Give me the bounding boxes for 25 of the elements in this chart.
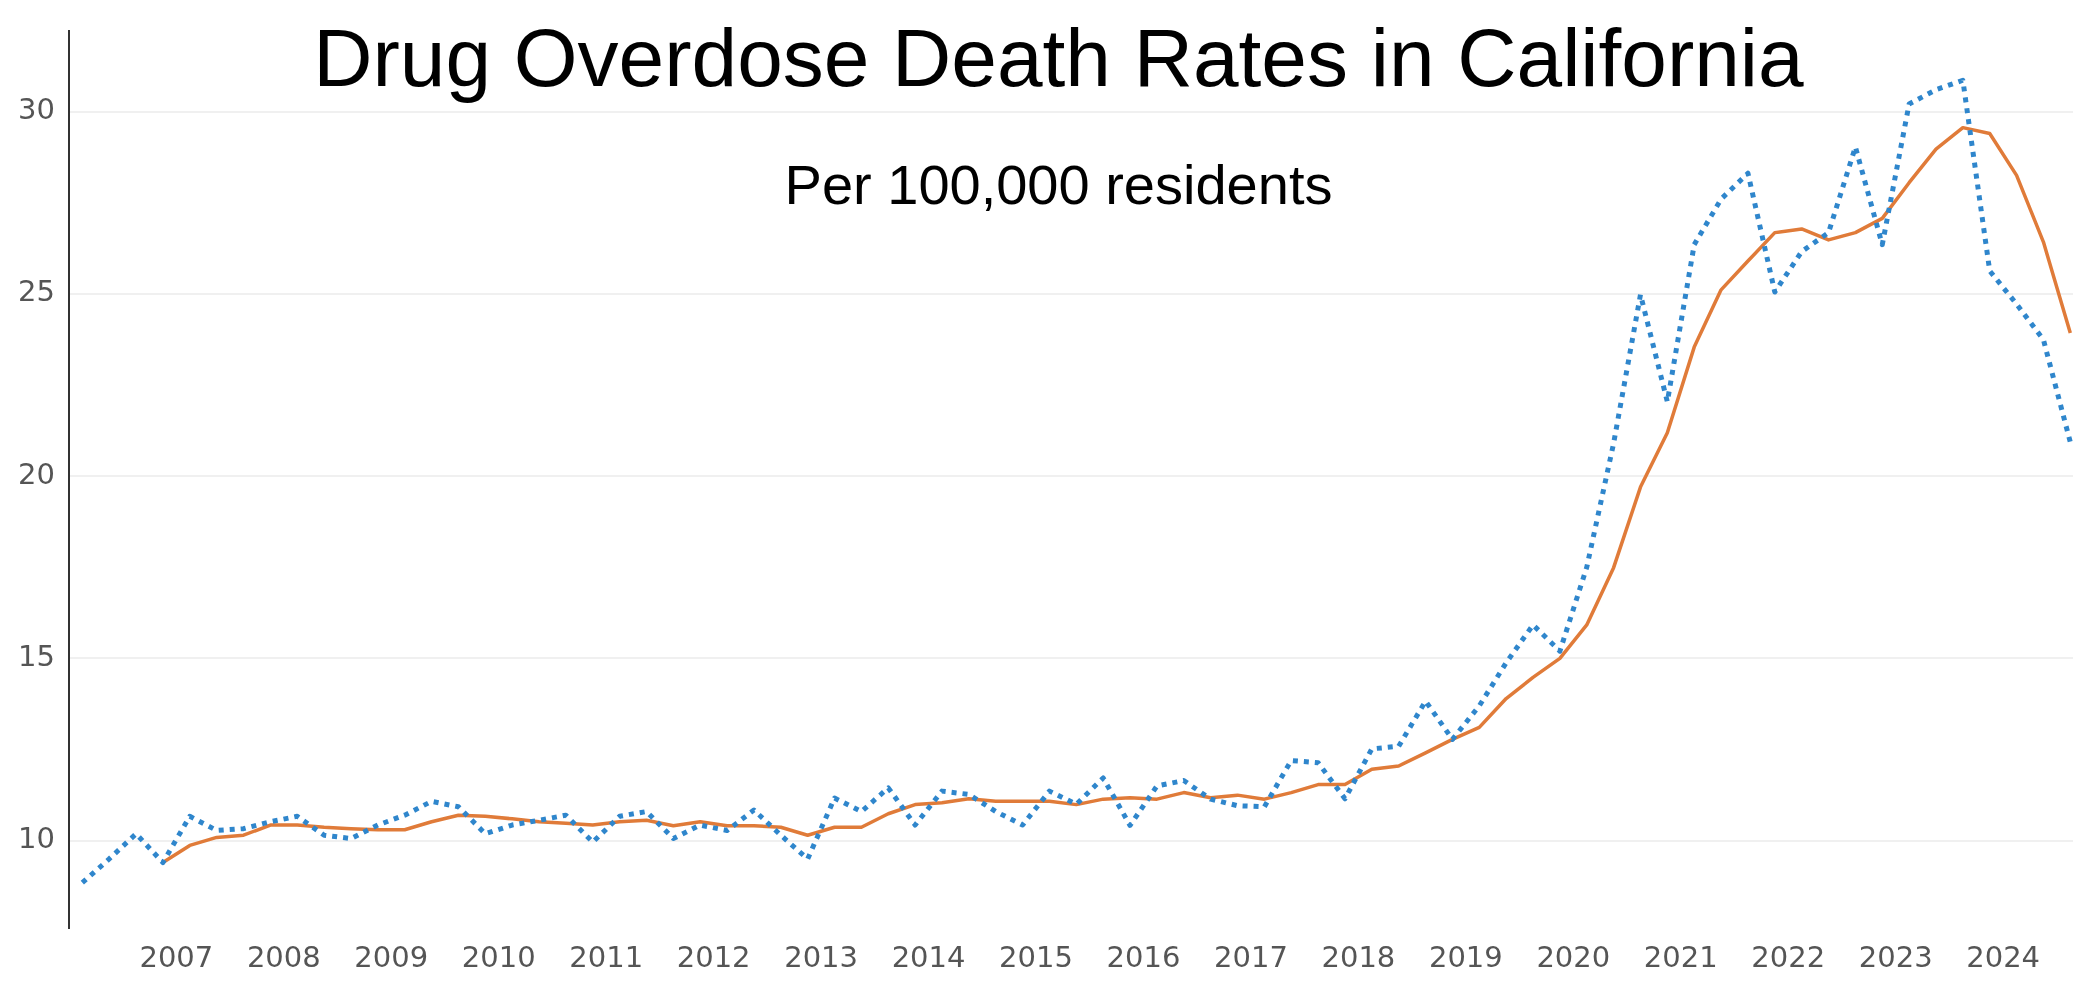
x-tick-label: 2024 — [1966, 940, 2041, 975]
y-tick-label: 15 — [18, 638, 55, 673]
x-tick-label: 2009 — [354, 940, 429, 975]
chart-title: Drug Overdose Death Rates in California — [313, 12, 1804, 103]
x-tick-label: 2011 — [569, 940, 644, 975]
x-tick-label: 2017 — [1214, 940, 1288, 975]
x-tick-label: 2013 — [784, 940, 859, 975]
text: Per 100,000 residents — [783, 152, 1334, 218]
x-tick-label: 2023 — [1858, 940, 1933, 975]
x-tick-label: 2020 — [1536, 940, 1611, 975]
x-tick-label: 2014 — [891, 940, 966, 975]
x-tick-label: 2012 — [676, 940, 751, 975]
x-tick-label: 2022 — [1751, 940, 1826, 975]
y-tick-label: 30 — [18, 92, 55, 127]
x-tick-label: 2008 — [246, 940, 321, 975]
y-tick-label: 10 — [18, 821, 55, 856]
x-tick-label: 2019 — [1428, 940, 1503, 975]
x-tick-label: 2010 — [461, 940, 536, 975]
x-tick-label: 2016 — [1106, 940, 1181, 975]
x-tick-label: 2007 — [139, 940, 214, 975]
x-tick-label: 2021 — [1643, 940, 1718, 975]
y-tick-label: 20 — [18, 456, 55, 491]
x-tick-label: 2015 — [999, 940, 1073, 975]
x-tick-label: 2018 — [1321, 940, 1396, 975]
y-tick-label: 25 — [18, 274, 55, 309]
